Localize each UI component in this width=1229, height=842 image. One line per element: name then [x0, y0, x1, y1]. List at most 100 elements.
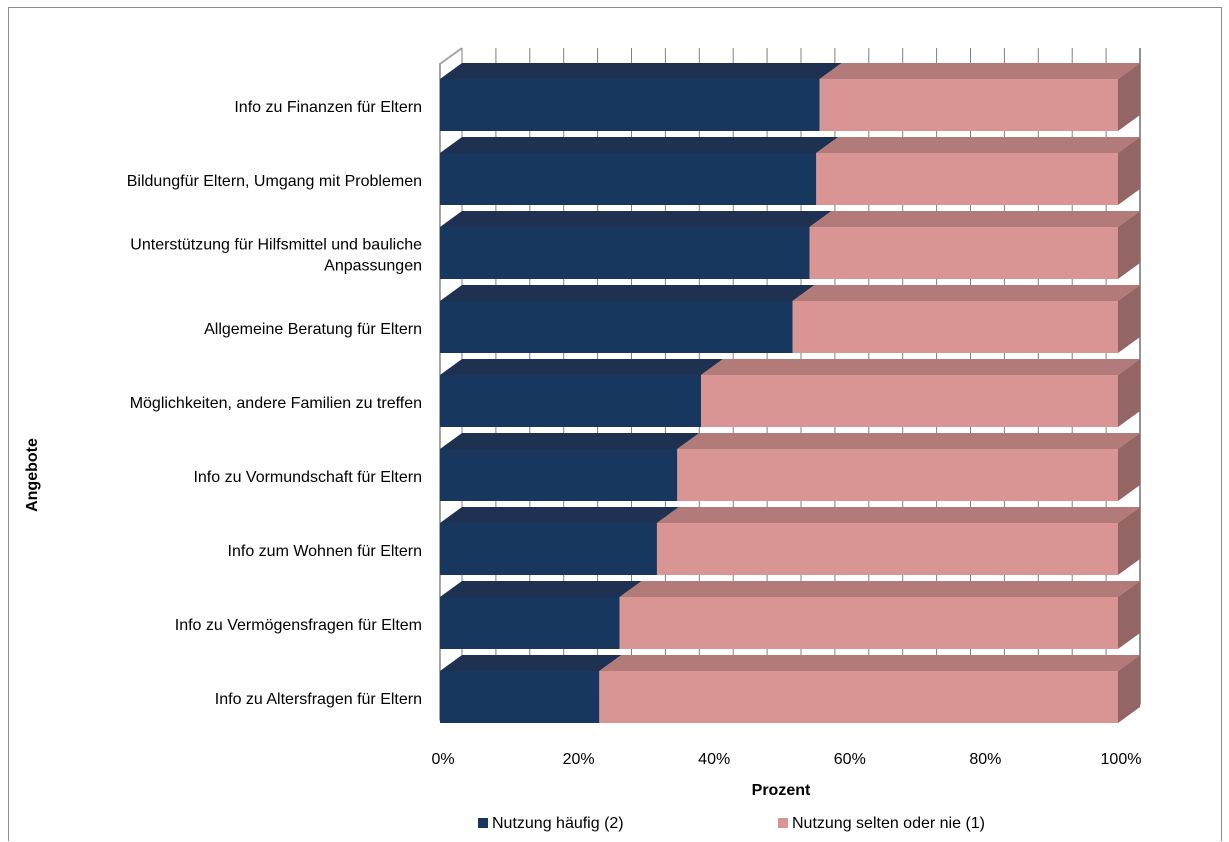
bar-front-face — [809, 227, 1118, 279]
category-labels: Info zu Finanzen für Eltern Bildungfür El… — [127, 99, 422, 708]
bar-top-face — [819, 63, 1140, 79]
bar-segment — [440, 137, 839, 205]
bar-side-face — [1118, 359, 1140, 427]
bar-top-face — [440, 63, 842, 79]
category-label-line: Info zum Wohnen für Eltern — [228, 543, 422, 560]
bar-top-face — [599, 655, 1140, 671]
bar-segment — [440, 581, 642, 649]
bar-side-face — [1118, 433, 1140, 501]
bar-side-face — [1118, 137, 1140, 205]
bar-front-face — [819, 79, 1118, 131]
x-tick-label: 60% — [834, 751, 866, 768]
category-label: Info zu Vormundschaft für Eltern — [193, 469, 422, 486]
bar-segment — [701, 359, 1140, 427]
bar-front-face — [440, 79, 820, 131]
bar-top-face — [809, 211, 1140, 227]
bar-segment — [599, 655, 1140, 723]
category-label: Info zu Vermögensfragen für Eltem — [175, 617, 422, 634]
bar-front-face — [440, 449, 678, 501]
bar-segment — [816, 137, 1140, 205]
bar-top-face — [440, 507, 679, 523]
side-wall-edge — [439, 47, 463, 720]
category-label-line: Allgemeine Beratung für Eltern — [204, 321, 422, 338]
y-axis-title: Angebote — [24, 438, 41, 512]
category-label: Info zum Wohnen für Eltern — [228, 543, 422, 560]
bar-top-face — [440, 211, 832, 227]
bar-segment — [819, 63, 1140, 131]
x-tick-label: 40% — [698, 751, 730, 768]
bar-segment — [440, 507, 679, 575]
bar-top-face — [440, 581, 642, 597]
legend-label-nutzung-haeufig: Nutzung häufig (2) — [492, 815, 624, 832]
category-label: Info zu Altersfragen für Eltern — [215, 691, 422, 708]
bar-segment — [440, 211, 832, 279]
bar-front-face — [440, 375, 702, 427]
bar-front-face — [599, 671, 1118, 723]
bar-segment — [440, 433, 700, 501]
bar-top-face — [677, 433, 1140, 449]
x-tick-labels: 0% 20% 40% 60% 80% 100% — [431, 751, 1141, 768]
bars — [440, 63, 1140, 723]
category-label-line: Info zu Vormundschaft für Eltern — [193, 469, 422, 486]
category-label: Unterstützung für Hilfsmittel und baulic… — [130, 237, 422, 275]
bar-front-face — [440, 227, 810, 279]
bar-segment — [440, 655, 622, 723]
legend-swatch-nutzung-selten — [778, 818, 788, 828]
bar-side-face — [1118, 507, 1140, 575]
category-label-line: Info zu Altersfragen für Eltern — [215, 691, 422, 708]
category-label: Info zu Finanzen für Eltern — [234, 99, 422, 116]
bar-segment — [656, 507, 1140, 575]
bar-side-face — [1118, 581, 1140, 649]
bar-segment — [809, 211, 1140, 279]
bar-front-face — [440, 523, 657, 575]
x-tick-label: 80% — [969, 751, 1001, 768]
bar-segment — [619, 581, 1140, 649]
category-label-line: Bildungfür Eltern, Umgang mit Problemen — [127, 173, 422, 190]
bar-side-face — [1118, 285, 1140, 353]
bar-segment — [677, 433, 1140, 501]
bar-top-face — [792, 285, 1140, 301]
category-label-line: Info zu Finanzen für Eltern — [234, 99, 422, 116]
bar-segment — [440, 63, 842, 131]
bar-front-face — [816, 153, 1118, 205]
chart-frame: Info zu Finanzen für Eltern Bildungfür El… — [8, 7, 1222, 841]
bar-front-face — [792, 301, 1118, 353]
legend-label-nutzung-selten: Nutzung selten oder nie (1) — [792, 815, 985, 832]
bar-top-face — [440, 433, 700, 449]
legend-swatch-nutzung-haeufig — [478, 818, 488, 828]
bar-segment — [792, 285, 1140, 353]
bar-top-face — [440, 285, 815, 301]
category-label-line: Anpassungen — [324, 258, 422, 275]
x-tick-label: 100% — [1101, 751, 1142, 768]
legend: Nutzung häufig (2) Nutzung selten oder n… — [478, 815, 985, 832]
bar-top-face — [816, 137, 1140, 153]
bar-front-face — [440, 597, 620, 649]
bar-front-face — [440, 671, 600, 723]
category-label-line: Möglichkeiten, andere Familien zu treffe… — [130, 395, 422, 412]
bar-segment — [440, 285, 815, 353]
category-label: Bildungfür Eltern, Umgang mit Problemen — [127, 173, 422, 190]
bar-front-face — [677, 449, 1118, 501]
x-axis-title: Prozent — [752, 782, 811, 799]
bar-front-face — [656, 523, 1118, 575]
x-tick-label: 20% — [563, 751, 595, 768]
category-label-line: Info zu Vermögensfragen für Eltem — [175, 617, 422, 634]
bar-front-face — [440, 153, 817, 205]
bar-front-face — [701, 375, 1118, 427]
bar-front-face — [440, 301, 793, 353]
bar-side-face — [1118, 655, 1140, 723]
category-label: Möglichkeiten, andere Familien zu treffe… — [130, 395, 422, 412]
bar-top-face — [440, 655, 622, 671]
bar-top-face — [701, 359, 1140, 375]
bar-top-face — [619, 581, 1140, 597]
bar-side-face — [1118, 211, 1140, 279]
category-label-line: Unterstützung für Hilfsmittel und baulic… — [130, 237, 422, 254]
bar-top-face — [440, 359, 724, 375]
bar-top-face — [656, 507, 1140, 523]
bar-side-face — [1118, 63, 1140, 131]
category-label: Allgemeine Beratung für Eltern — [204, 321, 422, 338]
x-tick-label: 0% — [431, 751, 454, 768]
bar-segment — [440, 359, 724, 427]
bar-front-face — [619, 597, 1118, 649]
stacked-bar-chart: Info zu Finanzen für Eltern Bildungfür El… — [24, 47, 1142, 832]
